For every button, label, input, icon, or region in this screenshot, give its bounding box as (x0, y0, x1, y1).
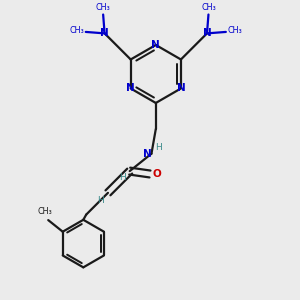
Text: N: N (152, 40, 160, 50)
Text: N: N (202, 28, 211, 38)
Text: CH₃: CH₃ (96, 3, 110, 12)
Text: H: H (97, 196, 104, 205)
Text: H: H (119, 173, 126, 182)
Text: O: O (153, 169, 162, 179)
Text: N: N (143, 149, 152, 159)
Text: H: H (155, 143, 162, 152)
Text: CH₃: CH₃ (201, 3, 216, 12)
Text: CH₃: CH₃ (38, 208, 53, 217)
Text: N: N (100, 28, 109, 38)
Text: N: N (176, 83, 185, 94)
Text: N: N (126, 83, 135, 94)
Text: CH₃: CH₃ (227, 26, 242, 35)
Text: CH₃: CH₃ (70, 26, 84, 35)
